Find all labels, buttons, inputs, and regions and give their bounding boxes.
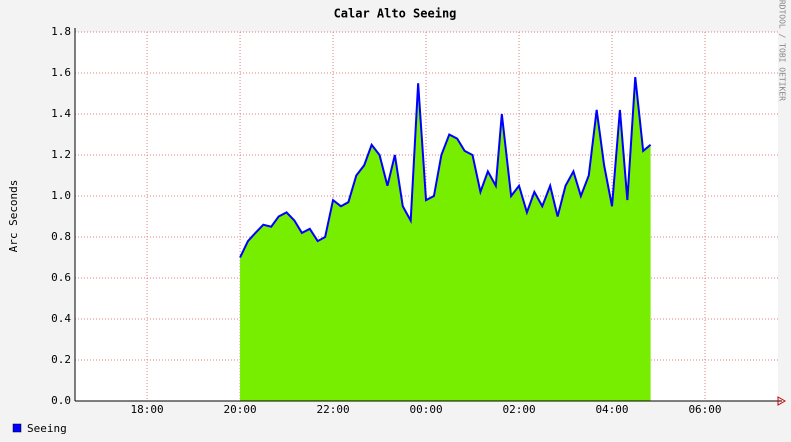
y-tick-label: 0.2 bbox=[51, 353, 71, 366]
marks bbox=[239, 76, 652, 401]
legend-label: Seeing bbox=[27, 422, 67, 435]
area bbox=[240, 77, 651, 401]
chart-title: Calar Alto Seeing bbox=[334, 7, 457, 21]
axes bbox=[74, 28, 787, 406]
line bbox=[239, 76, 652, 258]
x-tick-label: 00:00 bbox=[409, 403, 442, 416]
y-tick-label: 1.4 bbox=[51, 107, 71, 120]
credit: RRDTOOL / TOBI OETIKER bbox=[778, 0, 787, 101]
y-tick-label: 0.8 bbox=[51, 230, 71, 243]
y-axis-label: Arc Seconds bbox=[7, 180, 20, 253]
y-tick-label: 1.2 bbox=[51, 148, 71, 161]
x-tick-label: 20:00 bbox=[223, 403, 256, 416]
x-tick-label: 04:00 bbox=[595, 403, 628, 416]
x-tick-label: 22:00 bbox=[316, 403, 349, 416]
y-tick-label: 1.6 bbox=[51, 66, 71, 79]
y-tick-label: 0.4 bbox=[51, 312, 71, 325]
y-tick-label: 1.0 bbox=[51, 189, 71, 202]
x-tick-label: 18:00 bbox=[131, 403, 164, 416]
x-tick-label: 06:00 bbox=[688, 403, 721, 416]
y-tick-label: 0.6 bbox=[51, 271, 71, 284]
legend-swatch bbox=[12, 423, 22, 433]
y-tick-label: 0.0 bbox=[51, 394, 71, 407]
y-tick-label: 1.8 bbox=[51, 25, 71, 38]
x-tick-label: 02:00 bbox=[502, 403, 535, 416]
x-axis-arrow bbox=[777, 396, 787, 406]
